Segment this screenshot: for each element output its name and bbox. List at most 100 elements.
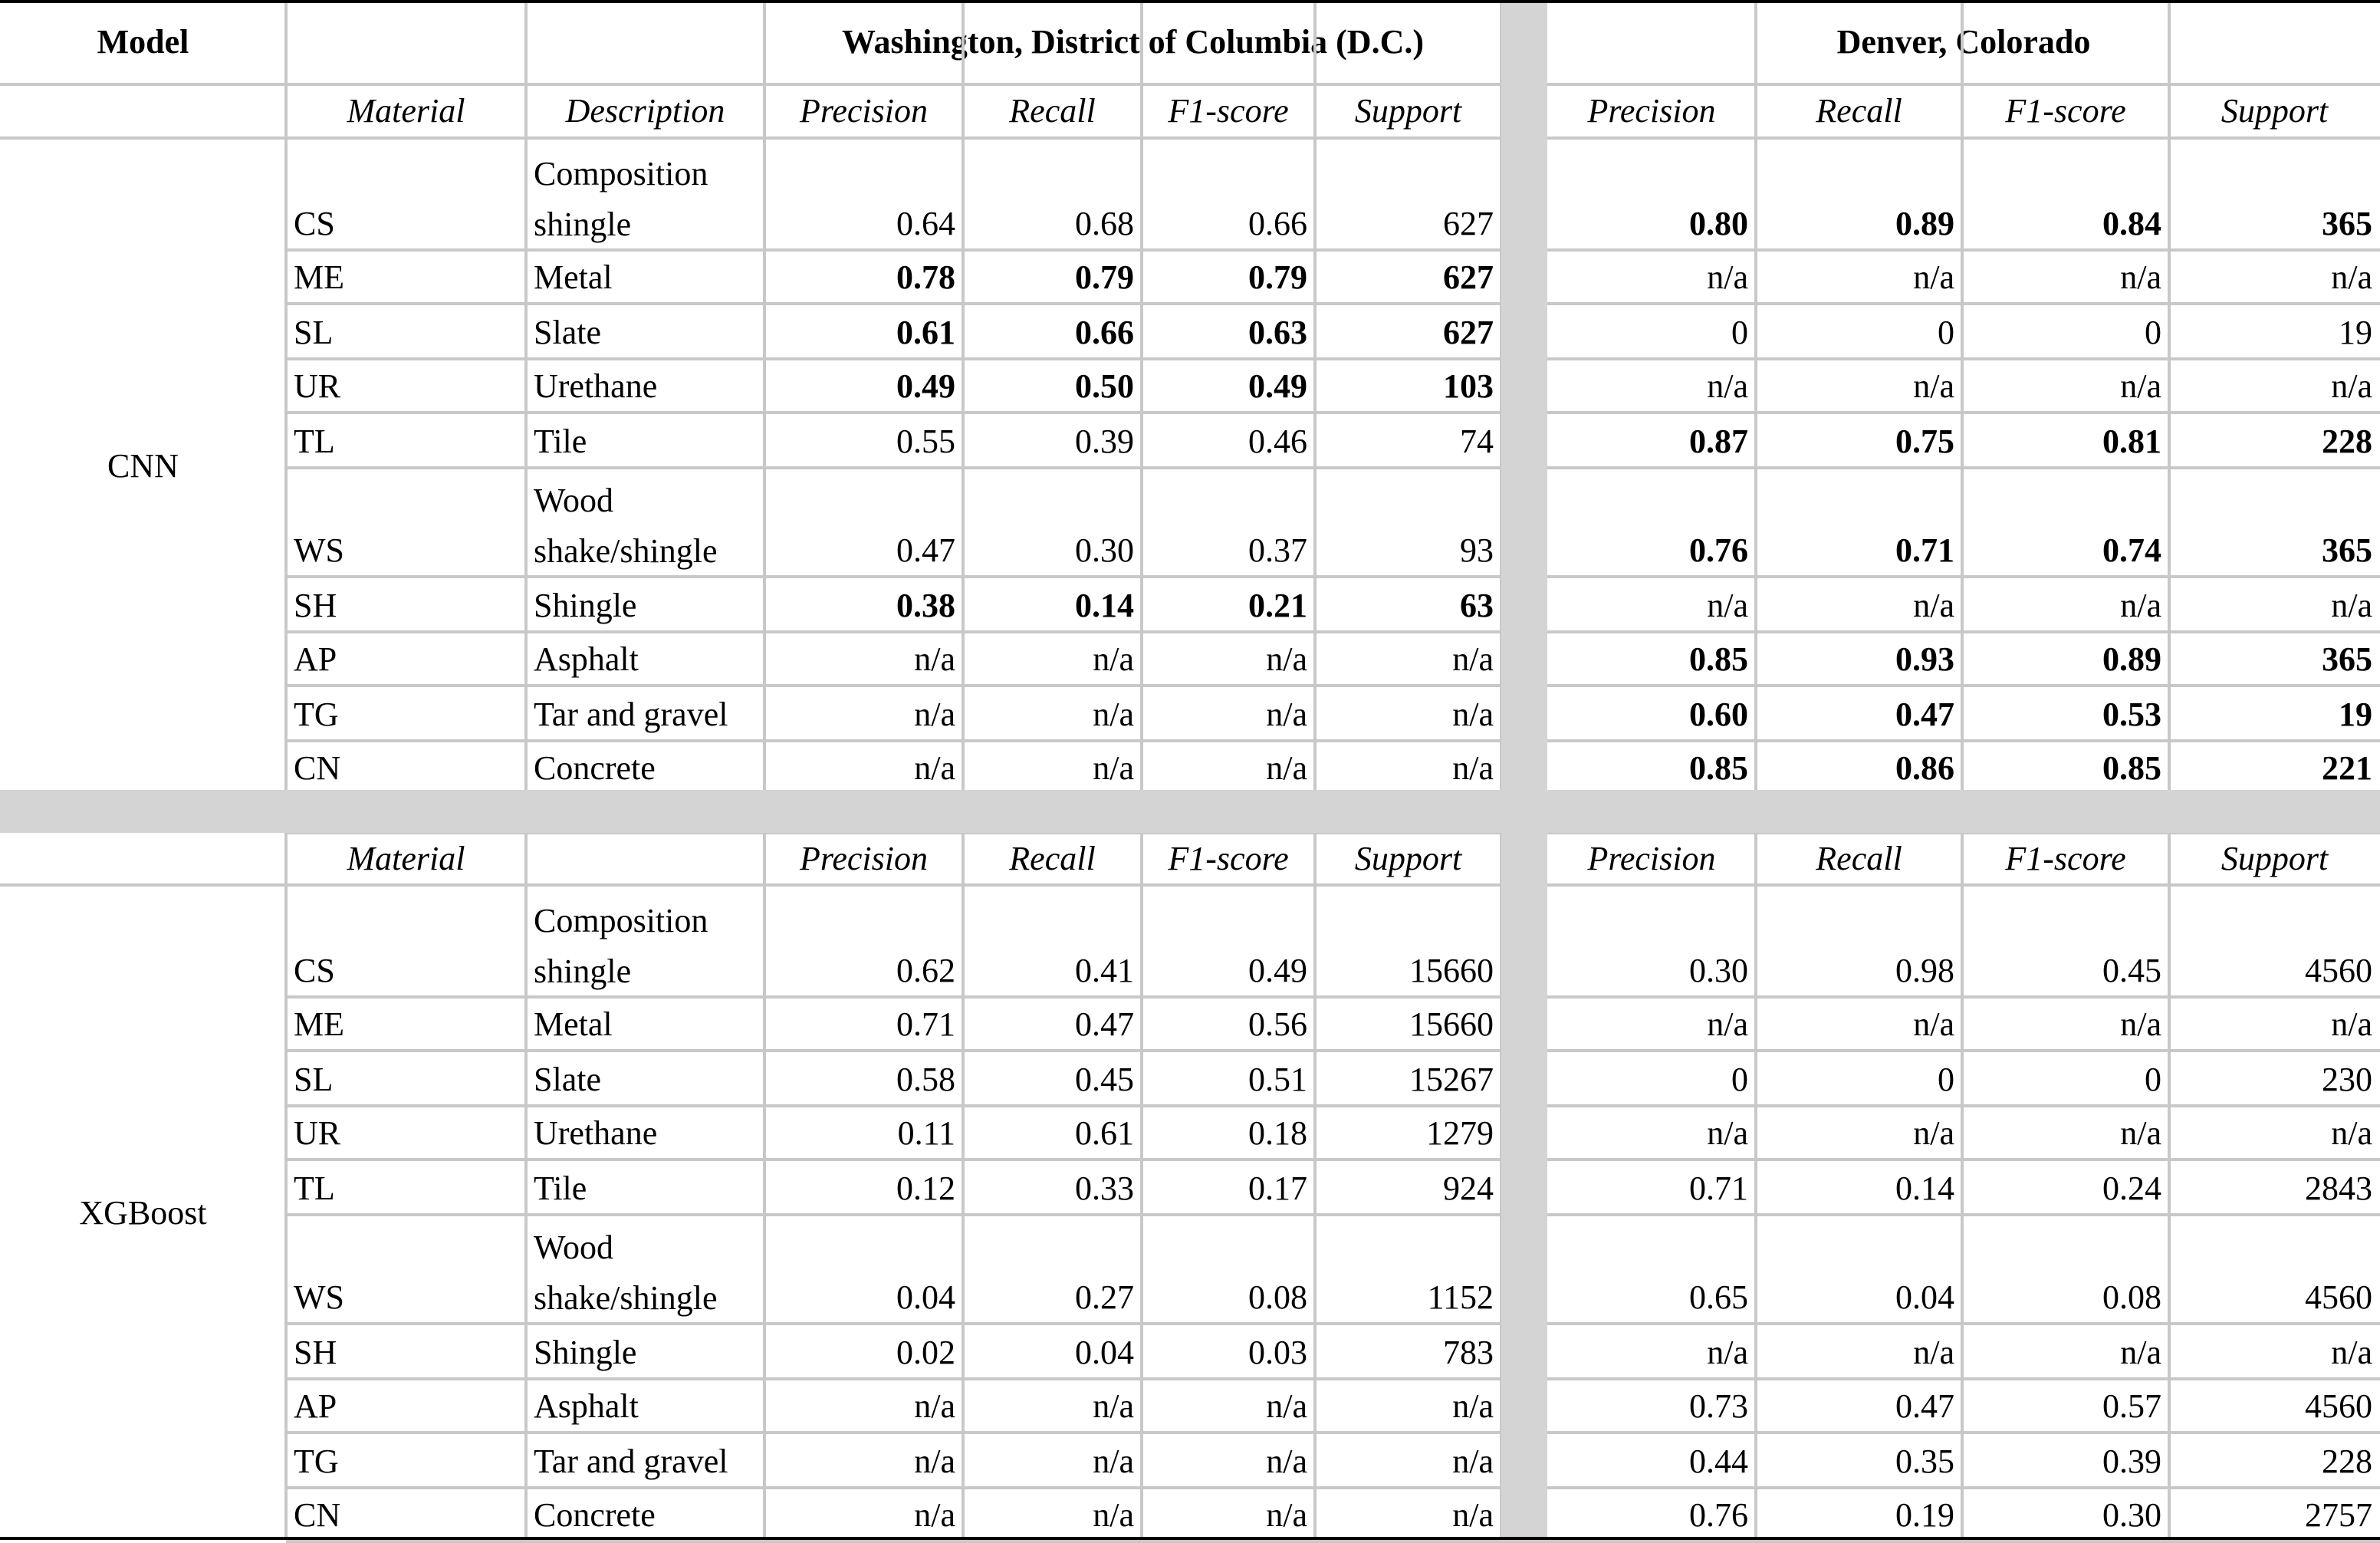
dc-precision-col-header: Precision bbox=[800, 840, 928, 877]
denver-support-value: n/a bbox=[2331, 587, 2372, 624]
denver-precision-value: 0.44 bbox=[1689, 1443, 1748, 1480]
dc-f1-value: 0.37 bbox=[1248, 531, 1307, 569]
material-description: Slate bbox=[534, 314, 601, 351]
row-divider bbox=[286, 1158, 2380, 1161]
dc-f1-value: n/a bbox=[1266, 1496, 1307, 1534]
dc-f1-value: 0.49 bbox=[1248, 367, 1307, 405]
column-divider bbox=[1754, 0, 1757, 1540]
material-description: Metal bbox=[534, 258, 613, 296]
material-code: TG bbox=[294, 696, 339, 733]
dc-support-value: n/a bbox=[1452, 696, 1494, 733]
section-separator bbox=[0, 790, 2380, 833]
denver-precision-value: 0 bbox=[1731, 314, 1748, 351]
dc-precision-value: 0.55 bbox=[896, 423, 955, 460]
material-code: UR bbox=[294, 1114, 341, 1152]
material-code: SH bbox=[294, 1334, 337, 1371]
material-code: CS bbox=[294, 952, 335, 989]
denver-recall-value: 0.98 bbox=[1895, 952, 1954, 989]
dc-precision-value: 0.38 bbox=[896, 587, 955, 624]
material-code: UR bbox=[294, 367, 341, 405]
dc-f1-value: 0.46 bbox=[1248, 423, 1307, 460]
dc-precision-value: 0.49 bbox=[896, 367, 955, 405]
dc-f1-value: 0.63 bbox=[1248, 314, 1307, 351]
dc-precision-value: n/a bbox=[914, 1443, 955, 1480]
dc-recall-col-header: Recall bbox=[1009, 840, 1096, 877]
material-description: Metal bbox=[534, 1005, 613, 1043]
dc-f1-value: 0.56 bbox=[1248, 1005, 1307, 1043]
dc-precision-value: 0.78 bbox=[896, 258, 955, 296]
row-divider bbox=[286, 1540, 2380, 1543]
region-separator bbox=[1501, 0, 1547, 1540]
dc-support-value: 15660 bbox=[1409, 952, 1494, 989]
row-divider bbox=[286, 1486, 2380, 1489]
dc-f1-value: 0.51 bbox=[1248, 1061, 1307, 1098]
row-divider bbox=[286, 466, 2380, 469]
denver-f1-value: n/a bbox=[2120, 1114, 2161, 1152]
dc-precision-value: n/a bbox=[914, 640, 955, 678]
denver-f1-value: n/a bbox=[2120, 1334, 2161, 1371]
row-divider bbox=[286, 575, 2380, 578]
denver-f1-value: n/a bbox=[2120, 1005, 2161, 1043]
denver-support-value: n/a bbox=[2331, 1114, 2372, 1152]
material-description: Concrete bbox=[534, 1496, 656, 1534]
dc-precision-value: n/a bbox=[914, 1387, 955, 1425]
dc-f1-col-header: F1-score bbox=[1168, 840, 1289, 877]
dc-f1-value: 0.21 bbox=[1248, 587, 1307, 624]
dc-f1-value: 0.79 bbox=[1248, 258, 1307, 296]
denver-precision-value: 0.85 bbox=[1689, 640, 1748, 678]
material-code: CS bbox=[294, 205, 335, 242]
material-col-header: Material bbox=[347, 840, 465, 877]
dc-support-value: 783 bbox=[1443, 1334, 1494, 1371]
dc-support-value: 15267 bbox=[1409, 1061, 1494, 1098]
dc-support-col-header: Support bbox=[1354, 840, 1462, 877]
denver-support-value: 365 bbox=[2322, 640, 2372, 678]
denver-recall-value: n/a bbox=[1913, 1114, 1954, 1152]
material-description: Asphalt bbox=[534, 640, 639, 678]
material-code: CN bbox=[294, 749, 341, 787]
denver-precision-value: n/a bbox=[1707, 367, 1748, 405]
denver-support-value: 4560 bbox=[2305, 1278, 2372, 1316]
row-divider bbox=[286, 1104, 2380, 1107]
denver-f1-value: 0.57 bbox=[2102, 1387, 2161, 1425]
dc-support-value: 63 bbox=[1460, 587, 1494, 624]
material-code: SH bbox=[294, 587, 337, 624]
table-top-border bbox=[0, 0, 2380, 3]
dc-recall-value: n/a bbox=[1093, 749, 1134, 787]
denver-recall-value: n/a bbox=[1913, 367, 1954, 405]
dc-recall-value: 0.14 bbox=[1075, 587, 1134, 624]
dc-f1-value: n/a bbox=[1266, 749, 1307, 787]
denver-support-value: 228 bbox=[2322, 423, 2372, 460]
denver-recall-value: n/a bbox=[1913, 587, 1954, 624]
denver-precision-value: 0.71 bbox=[1689, 1170, 1748, 1207]
dc-support-value: 627 bbox=[1443, 205, 1494, 242]
denver-recall-value: 0 bbox=[1938, 314, 1954, 351]
material-code: ME bbox=[294, 1005, 344, 1043]
row-divider bbox=[286, 357, 2380, 360]
denver-precision-col-header: Precision bbox=[1587, 840, 1716, 877]
dc-recall-col-header: Recall bbox=[1009, 92, 1096, 130]
denver-f1-value: 0.84 bbox=[2102, 205, 2161, 242]
row-divider bbox=[286, 883, 2380, 887]
denver-f1-value: 0.53 bbox=[2102, 696, 2161, 733]
dc-f1-value: 0.08 bbox=[1248, 1278, 1307, 1316]
row-divider bbox=[286, 137, 2380, 140]
dc-support-value: 1279 bbox=[1426, 1114, 1494, 1152]
row-divider bbox=[286, 831, 2380, 834]
column-divider bbox=[962, 0, 965, 1540]
dc-f1-col-header: F1-score bbox=[1168, 92, 1289, 130]
denver-f1-value: 0.74 bbox=[2102, 531, 2161, 569]
row-divider bbox=[286, 411, 2380, 414]
material-description: Shingle bbox=[534, 587, 637, 624]
dc-precision-value: 0.61 bbox=[896, 314, 955, 351]
material-code: TG bbox=[294, 1443, 339, 1480]
dc-f1-value: 0.17 bbox=[1248, 1170, 1307, 1207]
dc-recall-value: 0.30 bbox=[1075, 531, 1134, 569]
denver-precision-value: 0.80 bbox=[1689, 205, 1748, 242]
denver-recall-value: 0.04 bbox=[1895, 1278, 1954, 1316]
denver-precision-value: n/a bbox=[1707, 258, 1748, 296]
denver-recall-value: 0.14 bbox=[1895, 1170, 1954, 1207]
dc-recall-value: n/a bbox=[1093, 640, 1134, 678]
denver-precision-value: 0.76 bbox=[1689, 1496, 1748, 1534]
denver-recall-value: 0.89 bbox=[1895, 205, 1954, 242]
row-divider bbox=[0, 883, 286, 887]
